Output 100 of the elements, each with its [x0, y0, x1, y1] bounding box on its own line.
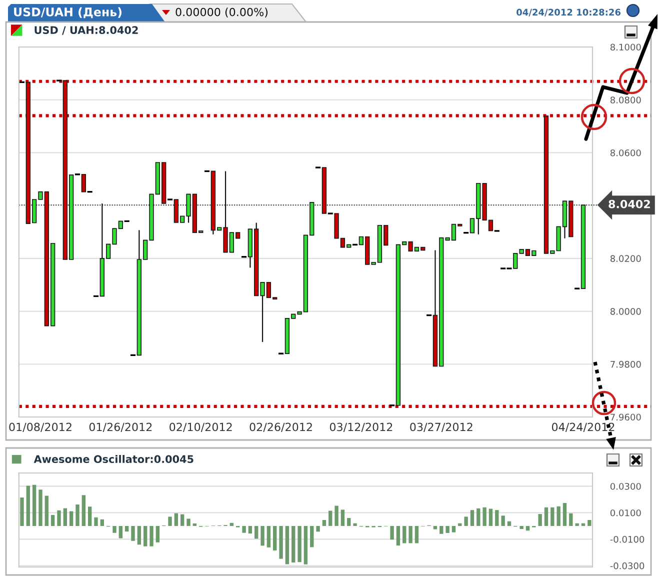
- bar: [118, 526, 123, 538]
- chart-title: USD/UAH (День): [14, 7, 122, 18]
- bar: [186, 518, 190, 526]
- x-tick-label: 03/12/2012: [330, 422, 392, 432]
- bar: [520, 526, 524, 530]
- bar: [38, 490, 42, 526]
- bar: [82, 495, 86, 526]
- x-tick-label: 02/26/2012: [250, 422, 312, 432]
- bar: [279, 526, 283, 559]
- x-tick-label: 04/24/2012: [552, 422, 614, 432]
- bar: [446, 526, 450, 533]
- bar: [298, 526, 302, 562]
- bar: [266, 526, 271, 548]
- bar: [76, 504, 80, 526]
- bar: [328, 510, 332, 526]
- bar: [143, 526, 148, 546]
- bar: [57, 510, 61, 526]
- x-tick-label: 01/08/2012: [9, 422, 72, 432]
- y-tick-label: 8.0200: [610, 255, 641, 262]
- bar: [124, 526, 129, 532]
- bar: [285, 526, 290, 564]
- bar: [550, 507, 554, 526]
- bar: [482, 507, 486, 526]
- y-tick-label: 8.1000: [610, 44, 641, 51]
- y-tick-label: 8.0000: [610, 308, 641, 315]
- bar: [569, 513, 573, 526]
- bar: [260, 526, 264, 546]
- bar: [575, 523, 579, 526]
- x-tick-label: 03/27/2012: [410, 422, 472, 432]
- bar: [168, 516, 172, 526]
- bar: [353, 523, 357, 526]
- bar: [414, 526, 419, 544]
- bar: [230, 522, 234, 526]
- bar: [192, 523, 197, 526]
- bar: [304, 526, 308, 564]
- bar: [544, 507, 548, 526]
- bar: [174, 513, 178, 526]
- bar: [242, 526, 246, 533]
- bar: [458, 523, 462, 526]
- bar: [334, 506, 338, 526]
- bar: [452, 526, 456, 532]
- bar: [440, 526, 444, 534]
- bar: [112, 526, 116, 533]
- bar: [100, 519, 104, 526]
- bar: [254, 526, 258, 539]
- bar: [408, 526, 412, 544]
- bar: [396, 526, 400, 546]
- legend-label: USD / UAH:8.0402: [34, 26, 138, 35]
- x-tick-label: 01/26/2012: [89, 422, 152, 432]
- bar: [495, 510, 499, 526]
- bar: [273, 526, 277, 550]
- bar: [501, 516, 505, 526]
- bar: [316, 526, 320, 532]
- bar: [94, 517, 98, 526]
- bar: [292, 526, 296, 562]
- bar: [88, 506, 92, 526]
- bar: [507, 521, 512, 526]
- bar: [50, 514, 55, 526]
- bar: [390, 526, 394, 540]
- chart-subtitle: 0.00000 (0.00%): [176, 8, 268, 18]
- x-tick-label: 02/10/2012: [170, 422, 232, 432]
- bar: [150, 526, 154, 546]
- bar: [26, 486, 30, 526]
- bar: [581, 523, 586, 526]
- candlestick: [81, 174, 86, 192]
- y-tick-label: 7.9800: [610, 360, 641, 368]
- bar: [156, 526, 160, 542]
- bar: [402, 526, 406, 544]
- bar: [32, 484, 36, 526]
- y-tick-label: 8.0600: [610, 149, 641, 156]
- bar: [526, 526, 530, 531]
- ref-line-label: 8.0402: [608, 200, 650, 208]
- legend-label: Awesome Oscillator:0.0045: [34, 454, 194, 464]
- bar: [340, 510, 345, 526]
- bar: [464, 516, 468, 526]
- bar: [347, 518, 351, 526]
- y-tick-label: 0.0100: [610, 509, 641, 516]
- bar: [476, 508, 480, 526]
- bar: [137, 526, 142, 545]
- text: 04/24/2012 10:28:26: [516, 8, 621, 16]
- bar: [588, 520, 592, 526]
- bar: [470, 510, 474, 526]
- bar: [562, 503, 567, 526]
- y-tick-label: -0.0300: [610, 562, 644, 570]
- y-tick-label: 8.0800: [610, 96, 641, 104]
- y-tick-label: 7.9600: [610, 414, 641, 421]
- bar: [20, 497, 24, 526]
- bar: [44, 496, 49, 526]
- bar: [433, 526, 438, 530]
- y-tick-label: -0.0100: [610, 536, 644, 543]
- bar: [488, 508, 493, 526]
- bar: [248, 526, 252, 534]
- bar: [131, 526, 135, 541]
- bar: [63, 508, 68, 526]
- bar: [556, 506, 560, 526]
- bar: [538, 514, 542, 526]
- bar: [310, 526, 314, 548]
- bar: [180, 514, 184, 526]
- bar: [322, 520, 326, 526]
- bar: [69, 511, 74, 526]
